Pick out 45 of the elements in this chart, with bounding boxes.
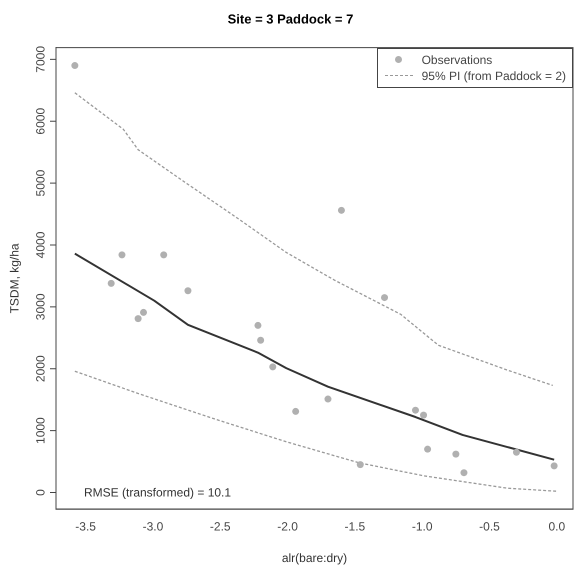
line-series: [74, 92, 554, 386]
point: [108, 280, 115, 287]
x-tick-label: -1.0: [412, 520, 433, 534]
point: [140, 308, 148, 316]
y-tick-label: 2000: [33, 355, 48, 382]
point: [71, 62, 78, 70]
point: [460, 469, 468, 476]
y-tick-label: 0: [33, 488, 48, 496]
point: [452, 450, 460, 458]
legend-label: Observations: [422, 52, 492, 67]
point: [338, 206, 345, 214]
annotation: RMSE (transformed) = 10.1: [84, 486, 232, 500]
point: [160, 251, 168, 258]
legend-label: 95% PI (from Paddock = 2): [422, 68, 566, 83]
y-tick-label: 1000: [33, 416, 48, 444]
point: [184, 287, 192, 294]
point: [381, 294, 388, 302]
x-tick-label: 0.0: [548, 520, 566, 534]
x-tick-label: -1.5: [344, 520, 366, 534]
y-tick-label: 6000: [33, 108, 48, 135]
x-tick-label: -2.0: [277, 520, 298, 534]
point: [257, 336, 264, 344]
y-tick-label: 5000: [33, 169, 48, 196]
chart-title: Site = 3 Paddock = 7: [228, 11, 354, 26]
point: [550, 462, 558, 470]
x-tick-label: -0.5: [479, 520, 500, 534]
point: [254, 322, 262, 329]
point: [134, 315, 142, 322]
y-tick-label: 7000: [33, 46, 48, 73]
x-tick-label: -3.0: [142, 520, 164, 534]
point: [118, 251, 126, 258]
y-tick-label: 3000: [33, 293, 48, 320]
x-axis-title: alr(bare:dry): [282, 551, 348, 566]
point: [412, 406, 419, 414]
point: [512, 448, 520, 456]
x-tick-label: -3.5: [75, 520, 96, 534]
point: [292, 408, 300, 415]
point: [324, 396, 332, 403]
y-tick-label: 4000: [33, 231, 48, 258]
y-axis-title: TSDM, kg/ha: [8, 243, 22, 314]
point: [356, 461, 364, 468]
point: [420, 412, 428, 419]
point: [269, 363, 276, 370]
point: [424, 446, 432, 453]
x-tick-label: -2.5: [210, 520, 231, 534]
